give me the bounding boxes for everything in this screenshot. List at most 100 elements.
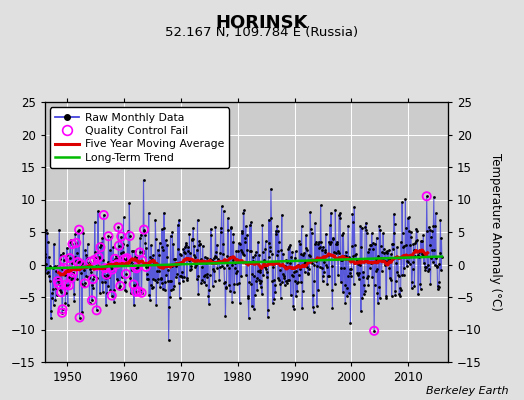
Point [75, 314, 84, 321]
Point [72, 258, 80, 264]
Point [427, 254, 435, 261]
Point [177, 252, 185, 258]
Point [205, 300, 213, 307]
Point [96, 290, 104, 296]
Point [412, 228, 421, 234]
Point [60, 257, 68, 263]
Point [61, 300, 70, 306]
Point [73, 259, 82, 265]
Point [194, 272, 202, 279]
Point [132, 265, 140, 272]
Point [82, 252, 90, 259]
Point [52, 268, 61, 274]
Point [267, 186, 275, 192]
Point [245, 248, 254, 254]
Point [304, 252, 313, 258]
Point [77, 261, 85, 267]
Point [73, 259, 82, 265]
Point [333, 238, 341, 245]
Point [96, 244, 105, 250]
Point [181, 250, 189, 256]
Point [96, 244, 105, 250]
Text: 52.167 N, 109.784 E (Russia): 52.167 N, 109.784 E (Russia) [166, 26, 358, 39]
Point [369, 240, 377, 246]
Point [199, 242, 207, 249]
Point [321, 249, 329, 255]
Point [314, 238, 323, 245]
Point [247, 280, 256, 287]
Point [233, 268, 242, 274]
Point [89, 276, 97, 282]
Point [140, 226, 148, 233]
Point [214, 259, 223, 265]
Legend: Raw Monthly Data, Quality Control Fail, Five Year Moving Average, Long-Term Tren: Raw Monthly Data, Quality Control Fail, … [50, 108, 230, 168]
Point [310, 262, 319, 268]
Point [242, 272, 250, 278]
Point [348, 242, 356, 249]
Point [184, 244, 192, 250]
Point [111, 256, 119, 262]
Point [94, 254, 103, 260]
Point [320, 268, 329, 275]
Point [166, 232, 174, 239]
Point [294, 262, 302, 268]
Point [156, 240, 164, 246]
Point [136, 231, 145, 238]
Point [224, 215, 232, 222]
Point [398, 199, 406, 206]
Point [205, 272, 214, 278]
Point [410, 247, 418, 253]
Point [223, 262, 231, 269]
Point [282, 259, 291, 265]
Point [328, 262, 336, 269]
Point [308, 230, 316, 236]
Point [58, 266, 66, 272]
Point [266, 248, 275, 254]
Point [322, 231, 330, 237]
Point [279, 272, 288, 279]
Point [353, 270, 361, 276]
Point [302, 232, 310, 238]
Point [199, 259, 208, 266]
Point [319, 243, 327, 250]
Point [315, 263, 324, 270]
Point [160, 225, 169, 232]
Point [53, 263, 61, 269]
Point [192, 259, 200, 265]
Point [346, 320, 355, 326]
Point [58, 266, 66, 272]
Point [210, 278, 219, 284]
Point [396, 293, 405, 299]
Point [97, 278, 106, 285]
Point [185, 267, 194, 273]
Point [202, 260, 210, 267]
Point [298, 305, 307, 312]
Point [107, 292, 116, 299]
Point [70, 298, 79, 304]
Point [324, 238, 333, 245]
Point [363, 230, 371, 236]
Point [120, 256, 128, 263]
Point [335, 212, 343, 218]
Point [261, 238, 270, 245]
Point [84, 274, 93, 280]
Point [239, 207, 248, 214]
Point [91, 219, 99, 226]
Point [374, 252, 383, 259]
Point [311, 240, 320, 247]
Point [232, 248, 241, 254]
Point [399, 271, 408, 278]
Point [218, 263, 226, 270]
Point [331, 207, 340, 213]
Point [383, 248, 391, 254]
Point [60, 257, 68, 263]
Point [138, 249, 147, 256]
Point [157, 276, 165, 282]
Point [150, 260, 159, 267]
Point [51, 297, 60, 303]
Point [349, 253, 357, 259]
Point [112, 256, 120, 262]
Point [269, 264, 278, 270]
Point [204, 293, 213, 299]
Point [107, 234, 115, 240]
